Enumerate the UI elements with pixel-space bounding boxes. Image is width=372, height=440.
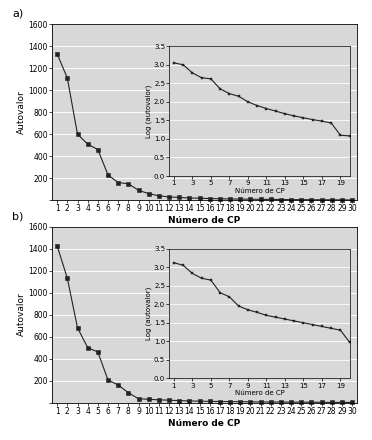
Y-axis label: Log (autovalor): Log (autovalor)	[146, 84, 153, 138]
X-axis label: Número de CP: Número de CP	[235, 390, 284, 396]
X-axis label: Número de CP: Número de CP	[169, 418, 241, 428]
Text: a): a)	[12, 9, 24, 19]
Y-axis label: Autovalor: Autovalor	[17, 293, 26, 337]
X-axis label: Número de CP: Número de CP	[169, 216, 241, 225]
Text: b): b)	[12, 211, 24, 221]
X-axis label: Número de CP: Número de CP	[235, 187, 284, 194]
Y-axis label: Autovalor: Autovalor	[17, 90, 26, 134]
Y-axis label: Log (autovalor): Log (autovalor)	[146, 287, 153, 340]
